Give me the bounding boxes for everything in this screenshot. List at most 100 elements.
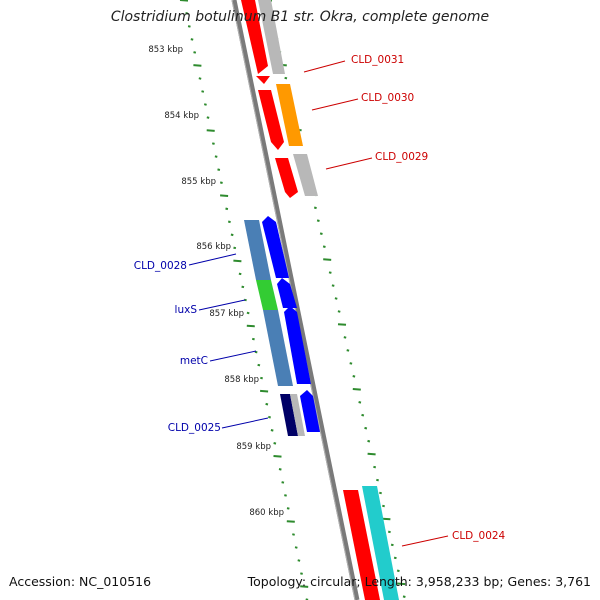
gene-cld-0028-feature: [244, 220, 271, 280]
ruler-major-tick: [323, 258, 332, 261]
ruler-major-tick: [233, 259, 242, 263]
ruler-label: 859 kbp: [236, 442, 271, 452]
gene-red-feature-3: [275, 158, 298, 198]
ruler-minor-tick: [241, 285, 245, 289]
leader-cld-0025: [221, 417, 269, 429]
leader-cld-0030: [311, 98, 359, 111]
gene-label-cld-0025[interactable]: CLD_0025: [168, 422, 221, 434]
ruler-minor-tick: [390, 543, 394, 547]
ruler-label: 854 kbp: [164, 111, 199, 121]
ruler-minor-tick: [334, 297, 338, 300]
ruler-major-tick: [179, 0, 189, 2]
ruler-minor-tick: [349, 362, 353, 365]
gene-blue-arrow-3: [284, 306, 311, 384]
leader-luxs: [198, 299, 246, 311]
ruler-minor-tick: [201, 90, 205, 93]
ruler-minor-tick: [284, 76, 288, 80]
ruler-minor-tick: [379, 491, 382, 495]
ruler-major-tick: [337, 323, 347, 326]
ruler-minor-tick: [254, 350, 258, 354]
ruler-minor-tick: [294, 546, 298, 549]
ruler-minor-tick: [227, 220, 231, 224]
ruler-minor-tick: [387, 530, 391, 534]
ruler-minor-tick: [402, 595, 406, 598]
ruler-minor-tick: [319, 232, 323, 235]
gene-label-cld-0029[interactable]: CLD_0029: [375, 151, 428, 163]
gene-red-feature-5: [343, 490, 380, 600]
ruler-minor-tick: [331, 284, 335, 287]
ruler-minor-tick: [185, 12, 189, 15]
gene-blue-arrow-1: [262, 216, 289, 278]
ruler-minor-tick: [217, 168, 221, 171]
gene-features: [241, 0, 399, 600]
ruler-major-tick: [286, 520, 295, 523]
gene-luxs-feature: [256, 280, 278, 310]
ruler-major-tick: [300, 585, 309, 588]
gene-label-cld-0031[interactable]: CLD_0031: [351, 54, 404, 66]
ruler-minor-tick: [393, 556, 397, 560]
gene-red-feature-2: [258, 90, 284, 150]
ruler-minor-tick: [396, 569, 400, 573]
ruler-minor-tick: [322, 245, 326, 248]
gene-label-cld-0028[interactable]: CLD_0028: [134, 260, 187, 272]
genome-backbone: [231, 0, 360, 600]
ruler-major-tick: [367, 452, 376, 456]
ruler-major-tick: [273, 455, 282, 458]
ruler-minor-tick: [343, 336, 347, 339]
ruler-minor-tick: [187, 25, 191, 28]
ruler-label: 855 kbp: [181, 177, 216, 187]
ruler-minor-tick: [364, 426, 368, 430]
ruler-minor-tick: [361, 413, 365, 417]
leader-cld-0024: [401, 535, 449, 547]
gene-cld-0030-feature: [276, 84, 303, 146]
ruler-major-tick: [260, 389, 269, 393]
ruler-major-tick: [246, 324, 255, 328]
ruler-minor-tick: [270, 429, 274, 432]
ruler-minor-tick: [328, 271, 332, 274]
ruler-minor-tick: [278, 468, 282, 471]
ruler-minor-tick: [219, 181, 223, 184]
ruler-minor-tick: [230, 233, 234, 237]
ruler-minor-tick: [273, 442, 277, 445]
ruler-minor-tick: [297, 559, 301, 562]
ruler-minor-tick: [193, 51, 197, 54]
ruler-minor-tick: [292, 533, 295, 536]
gene-label-cld-0024[interactable]: CLD_0024: [452, 530, 506, 542]
gene-label-cld-0030[interactable]: CLD_0030: [361, 92, 414, 104]
ruler-minor-tick: [316, 219, 320, 222]
gene-label-metc[interactable]: metC: [180, 355, 208, 367]
ruler-minor-tick: [233, 246, 237, 250]
ruler-minor-tick: [190, 38, 194, 41]
ruler-minor-tick: [246, 311, 250, 315]
ruler-minor-tick: [337, 310, 341, 313]
ruler-minor-tick: [203, 103, 207, 106]
gene-metc-feature: [263, 310, 293, 386]
ruler-minor-tick: [251, 337, 255, 341]
ruler-minor-tick: [214, 155, 218, 158]
ruler-minor-tick: [313, 206, 317, 210]
gene-grey-feature-4: [290, 394, 305, 436]
gene-labels: CLD_0031 CLD_0030 CLD_0029 CLD_0028 luxS…: [134, 54, 506, 542]
ruler-minor-tick: [265, 402, 269, 406]
map-title: Clostridium botulinum B1 str. Okra, comp…: [110, 9, 490, 25]
ruler-minor-tick: [211, 142, 215, 145]
ruler-minor-tick: [281, 481, 285, 484]
gene-cld-0031-feature: [241, 0, 268, 74]
genome-info-text: Topology: circular; Length: 3,958,233 bp…: [247, 574, 591, 589]
ruler-label: 858 kbp: [224, 375, 259, 385]
gene-label-luxs[interactable]: luxS: [175, 304, 198, 316]
ruler-minor-tick: [238, 272, 242, 276]
gene-blue-arrow-2: [277, 278, 297, 308]
gene-red-arrow-small: [256, 76, 270, 84]
ruler-minor-tick: [346, 349, 350, 352]
ruler-labels: 853 kbp 854 kbp 855 kbp 856 kbp 857 kbp …: [148, 45, 284, 518]
leader-metc: [209, 350, 257, 362]
ruler-minor-tick: [225, 207, 229, 211]
ruler-minor-tick: [206, 116, 210, 119]
ruler-major-tick: [193, 64, 202, 67]
ruler-minor-tick: [300, 572, 303, 575]
ruler-major-tick: [206, 129, 215, 132]
gene-blue-arrow-4: [300, 390, 320, 432]
ruler-minor-tick: [257, 363, 261, 367]
leader-cld-0031: [303, 60, 346, 73]
